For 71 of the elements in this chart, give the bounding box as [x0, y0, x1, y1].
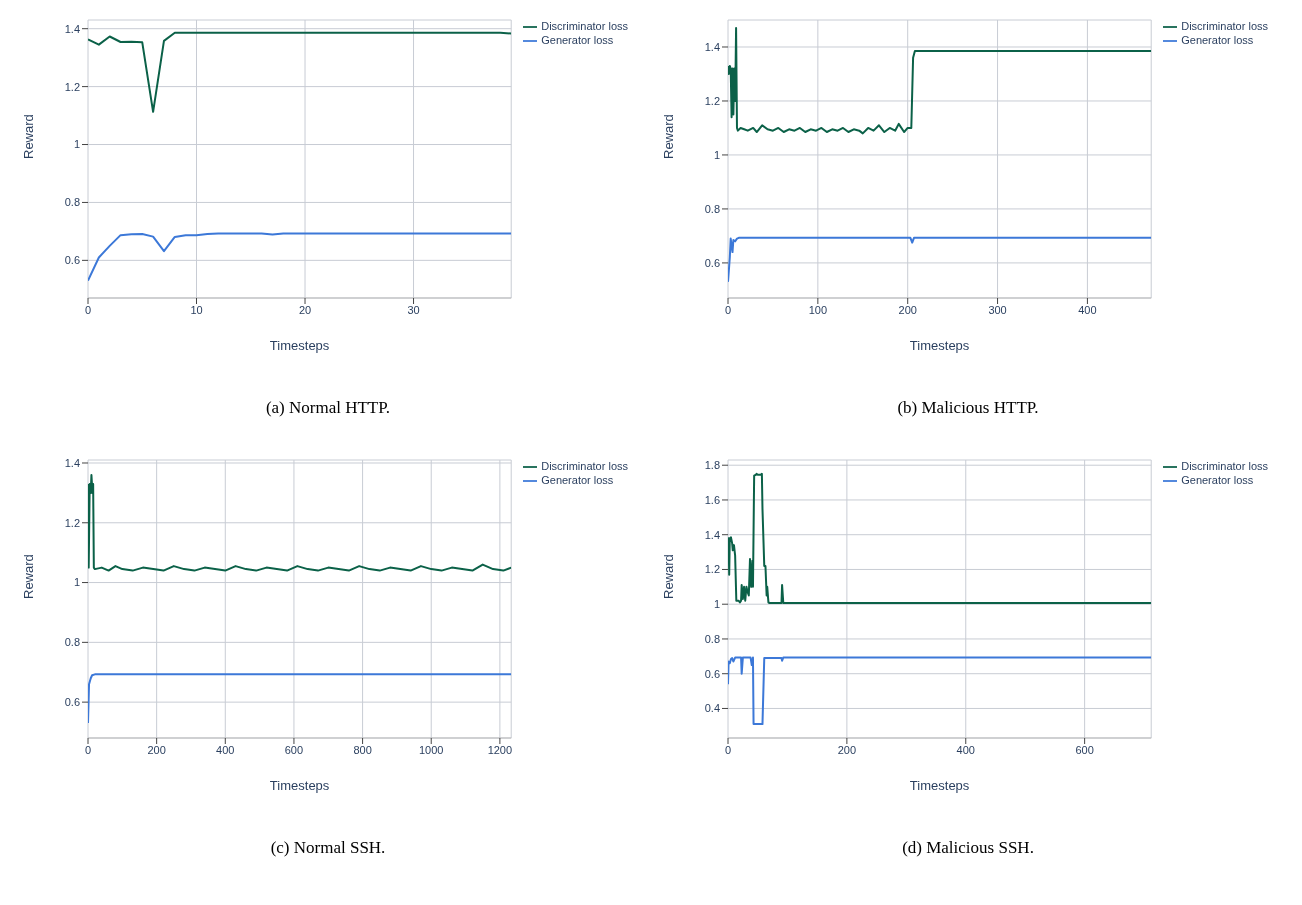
- x-axis-title: Timesteps: [909, 338, 970, 353]
- y-tick-label: 1.4: [704, 528, 720, 541]
- legend-label: Discriminator loss: [1181, 460, 1268, 472]
- text: (b) Malicious HTTP.: [897, 398, 1039, 418]
- legend-label: Generator loss: [1181, 34, 1254, 47]
- y-tick-label: 1.4: [64, 22, 80, 35]
- y-tick-label: 0.6: [64, 254, 80, 267]
- y-tick-label: 1: [73, 138, 80, 151]
- x-tick-label: 300: [988, 303, 1007, 316]
- y-tick-label: 0.6: [704, 256, 720, 269]
- y-tick-label: 1.2: [64, 80, 80, 93]
- x-tick-label: 600: [284, 743, 304, 756]
- x-tick-label: 600: [1075, 743, 1094, 756]
- x-tick-label: 1000: [418, 743, 444, 756]
- line-series: [88, 232, 512, 282]
- x-tick-label: 400: [216, 743, 235, 756]
- x-axis-title: Timesteps: [269, 338, 330, 353]
- x-tick-label: 200: [837, 743, 857, 756]
- x-tick-label: 30: [407, 303, 420, 316]
- y-tick-label: 0.8: [704, 202, 720, 215]
- legend-label: Discriminator loss: [541, 20, 628, 32]
- y-tick-label: 1: [713, 598, 720, 611]
- x-tick-label: 0: [84, 743, 92, 756]
- legend-label: Discriminator loss: [541, 460, 628, 472]
- x-tick-label: 100: [808, 303, 828, 316]
- y-axis-title: Reward: [660, 114, 676, 159]
- text: (a) Normal HTTP.: [265, 398, 391, 418]
- line-series: [728, 236, 1152, 283]
- y-tick-label: 1.4: [64, 456, 80, 469]
- y-tick-label: 1.2: [704, 563, 720, 576]
- y-tick-label: 0.6: [704, 667, 720, 680]
- line-series: [88, 673, 512, 725]
- x-tick-label: 200: [147, 743, 166, 756]
- y-axis-title: Reward: [20, 554, 36, 599]
- x-tick-label: 200: [898, 303, 917, 316]
- y-tick-label: 1: [713, 148, 720, 161]
- text: (c) Normal SSH.: [270, 838, 386, 858]
- legend-label: Generator loss: [541, 474, 614, 487]
- text: (d) Malicious SSH.: [902, 838, 1034, 858]
- line-series: [88, 473, 512, 572]
- x-tick-label: 400: [1078, 303, 1097, 316]
- y-tick-label: 1.6: [704, 493, 720, 506]
- x-tick-label: 20: [298, 303, 312, 316]
- legend-label: Discriminator loss: [1181, 20, 1268, 32]
- legend-label: Generator loss: [1181, 474, 1254, 487]
- line-series: [88, 31, 512, 113]
- y-tick-label: 0.8: [704, 632, 720, 645]
- x-tick-label: 0: [724, 303, 732, 316]
- y-axis-title: Reward: [660, 554, 676, 599]
- x-axis-title: Timesteps: [909, 778, 970, 793]
- y-tick-label: 0.8: [64, 636, 80, 649]
- y-tick-label: 1.2: [704, 94, 720, 107]
- x-tick-label: 0: [724, 743, 732, 756]
- x-tick-label: 0: [84, 303, 92, 316]
- y-tick-label: 0.6: [64, 696, 80, 709]
- y-tick-label: 1.4: [704, 40, 720, 53]
- y-tick-label: 0.8: [64, 196, 80, 209]
- y-tick-label: 1.8: [704, 459, 720, 472]
- line-series: [728, 472, 1152, 604]
- y-tick-label: 1: [73, 576, 80, 589]
- line-series: [728, 27, 1152, 135]
- legend-label: Generator loss: [541, 34, 614, 47]
- y-tick-label: 1.2: [64, 516, 80, 529]
- x-tick-label: 400: [956, 743, 975, 756]
- y-tick-label: 0.4: [704, 702, 720, 715]
- line-series: [728, 656, 1152, 726]
- x-tick-label: 1200: [487, 743, 513, 756]
- x-tick-label: 10: [190, 303, 203, 316]
- x-axis-title: Timesteps: [269, 778, 330, 793]
- y-axis-title: Reward: [20, 114, 36, 159]
- x-tick-label: 800: [353, 743, 372, 756]
